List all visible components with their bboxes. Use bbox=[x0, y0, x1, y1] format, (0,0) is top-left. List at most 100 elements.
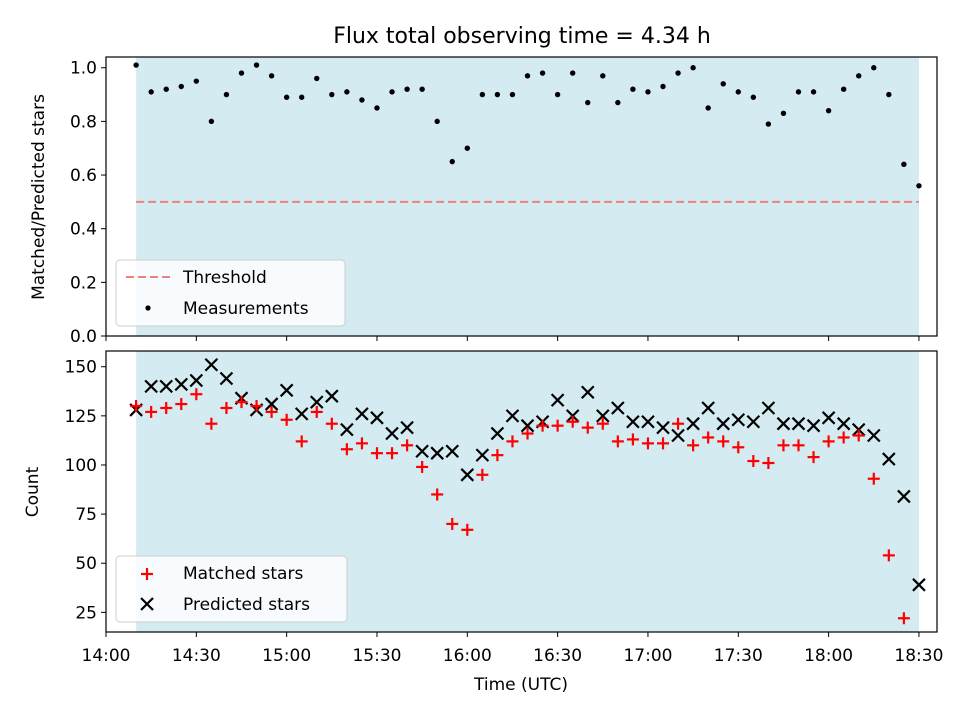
matched-star-point bbox=[762, 457, 775, 470]
predicted-star-point bbox=[144, 379, 158, 394]
chart-title: Flux total observing time = 4.34 h bbox=[333, 24, 711, 49]
measurement-point bbox=[419, 86, 425, 92]
measurement-point bbox=[404, 86, 410, 92]
xtick-label: 14:00 bbox=[82, 646, 131, 666]
predicted-marker-stroke bbox=[475, 448, 490, 462]
predicted-star-point bbox=[866, 428, 881, 443]
measurement-point bbox=[314, 75, 320, 82]
xtick-label: 16:30 bbox=[533, 646, 582, 666]
predicted-marker-stroke bbox=[505, 409, 520, 423]
predicted-star-point bbox=[505, 409, 520, 423]
measurement-point bbox=[193, 78, 200, 84]
matched-star-point bbox=[355, 437, 368, 450]
measurement-point bbox=[765, 121, 772, 127]
measurement-point bbox=[916, 183, 922, 189]
predicted-star-point bbox=[611, 401, 625, 415]
predicted-star-point bbox=[821, 411, 836, 425]
predicted-marker-stroke bbox=[219, 371, 234, 386]
top-ytick-label: 0.8 bbox=[70, 112, 97, 132]
predicted-marker-stroke bbox=[385, 426, 399, 441]
measurement-point bbox=[238, 70, 245, 76]
measurement-point bbox=[750, 94, 757, 100]
matched-star-point bbox=[807, 451, 820, 464]
matched-star-point bbox=[370, 447, 383, 460]
measurement-point bbox=[645, 89, 651, 95]
matched-star-point bbox=[446, 517, 459, 530]
top-ytick-label: 0.6 bbox=[70, 166, 97, 186]
matched-star-point bbox=[566, 415, 579, 428]
measurement-point bbox=[494, 91, 501, 98]
matched-star-point bbox=[611, 435, 624, 448]
measurement-point bbox=[675, 70, 681, 76]
matched-star-point bbox=[280, 413, 293, 426]
predicted-star-point bbox=[686, 416, 700, 431]
measurement-point bbox=[479, 91, 486, 98]
measurement-point bbox=[253, 62, 260, 68]
predicted-star-point bbox=[626, 414, 640, 429]
predicted-star-point bbox=[912, 578, 926, 592]
predicted-star-point bbox=[219, 371, 234, 386]
bottom-ytick-label: 150 bbox=[65, 358, 97, 378]
predicted-marker-stroke bbox=[264, 397, 279, 411]
measurement-point bbox=[660, 83, 666, 90]
predicted-star-point bbox=[791, 416, 806, 431]
matched-star-point bbox=[641, 437, 654, 450]
legend-matched-label: Matched stars bbox=[183, 564, 303, 584]
measurement-point bbox=[825, 107, 832, 114]
predicted-star-point bbox=[370, 411, 384, 425]
measurement-point bbox=[810, 89, 817, 95]
predicted-marker-stroke bbox=[325, 389, 339, 403]
measurement-point bbox=[449, 158, 455, 165]
xtick-label: 18:00 bbox=[804, 646, 853, 666]
measurement-point bbox=[735, 89, 741, 95]
matched-star-point bbox=[837, 431, 850, 444]
xtick-label: 16:00 bbox=[443, 646, 492, 666]
matched-star-point bbox=[295, 435, 308, 448]
matched-star-point bbox=[205, 417, 218, 430]
measurement-point bbox=[871, 65, 877, 71]
matched-star-point bbox=[491, 449, 504, 462]
predicted-marker-stroke bbox=[671, 428, 685, 443]
predicted-marker-stroke bbox=[370, 411, 384, 425]
predicted-marker-stroke bbox=[430, 446, 444, 460]
predicted-star-point bbox=[204, 357, 219, 372]
x-axis-label: Time (UTC) bbox=[473, 675, 568, 695]
measurement-point bbox=[133, 62, 139, 68]
measurement-point bbox=[840, 86, 847, 92]
predicted-star-point bbox=[415, 444, 429, 458]
matched-star-point bbox=[596, 417, 609, 430]
measurement-point bbox=[630, 86, 636, 92]
predicted-star-point bbox=[490, 426, 505, 441]
measurement-point bbox=[901, 161, 907, 168]
matched-star-point bbox=[551, 419, 564, 432]
predicted-star-point bbox=[385, 426, 399, 441]
matched-star-point bbox=[476, 468, 489, 481]
predicted-star-point bbox=[836, 416, 851, 431]
legend-predicted-label: Predicted stars bbox=[183, 595, 310, 615]
top-ytick-label: 0.0 bbox=[70, 327, 97, 347]
bottom-ytick-label: 100 bbox=[65, 456, 97, 476]
predicted-star-point bbox=[294, 407, 309, 421]
xtick-label: 15:00 bbox=[262, 646, 311, 666]
matched-star-point bbox=[190, 388, 203, 401]
predicted-star-point bbox=[746, 414, 761, 429]
predicted-marker-stroke bbox=[866, 428, 881, 443]
top-axes-frame bbox=[105, 56, 938, 337]
measurement-point bbox=[795, 89, 802, 95]
measurement-point bbox=[148, 89, 154, 95]
predicted-marker-stroke bbox=[460, 468, 475, 482]
measurement-point bbox=[208, 118, 215, 125]
matched-star-point bbox=[250, 400, 263, 413]
predicted-star-point bbox=[580, 385, 595, 400]
predicted-star-point bbox=[355, 407, 369, 421]
bottom-y-axis-label: Count bbox=[23, 466, 43, 517]
predicted-star-point bbox=[430, 446, 444, 460]
measurement-point bbox=[569, 70, 576, 76]
measurement-point bbox=[705, 105, 711, 111]
matched-star-point bbox=[536, 419, 549, 432]
measurement-point bbox=[886, 91, 892, 98]
matched-star-point bbox=[145, 405, 158, 418]
measurement-point bbox=[585, 99, 591, 106]
matched-star-point bbox=[160, 401, 173, 414]
predicted-star-point bbox=[400, 420, 414, 435]
